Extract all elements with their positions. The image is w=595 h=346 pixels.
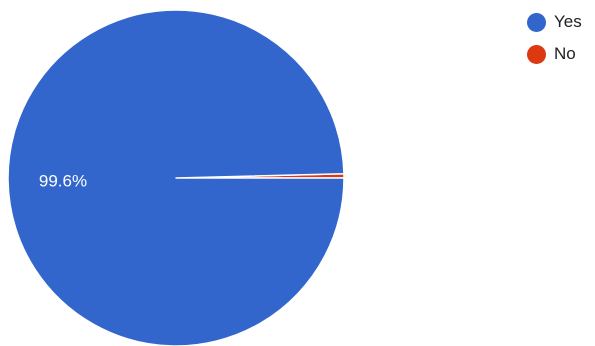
- legend-item-no[interactable]: No: [527, 42, 582, 66]
- slice-label-yes: 99.6%: [39, 171, 87, 190]
- legend-label-yes: Yes: [554, 12, 582, 31]
- legend-dot-no-icon: [527, 44, 546, 64]
- legend-label-no: No: [554, 44, 576, 63]
- pie-slices: [7, 9, 345, 346]
- legend-dot-yes-icon: [527, 12, 546, 32]
- legend-item-yes[interactable]: Yes: [527, 10, 582, 34]
- legend: Yes No: [527, 10, 582, 74]
- pie-slice-yes[interactable]: [7, 9, 345, 346]
